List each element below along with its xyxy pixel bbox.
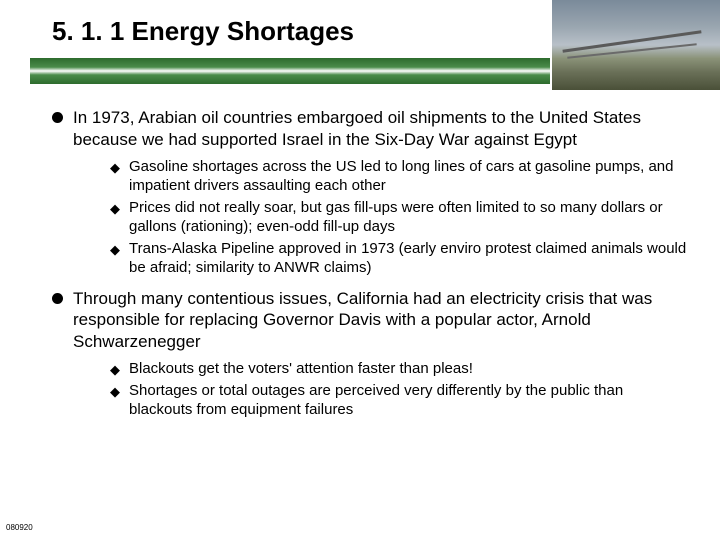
sub-bullet-item: ◆ Shortages or total outages are perceiv… [110, 381, 690, 419]
sub-bullet-text: Gasoline shortages across the US led to … [129, 157, 690, 195]
bullet-dot-icon [52, 293, 63, 304]
bullet-text: In 1973, Arabian oil countries embargoed… [73, 107, 690, 151]
sub-bullet-item: ◆ Trans-Alaska Pipeline approved in 1973… [110, 239, 690, 277]
sub-bullet-text: Trans-Alaska Pipeline approved in 1973 (… [129, 239, 690, 277]
sub-bullet-text: Blackouts get the voters' attention fast… [129, 359, 473, 378]
bullet-item: Through many contentious issues, Califor… [52, 288, 690, 353]
sub-bullet-text: Prices did not really soar, but gas fill… [129, 198, 690, 236]
slide-header: 5. 1. 1 Energy Shortages [0, 0, 720, 95]
diamond-icon: ◆ [110, 160, 120, 176]
sub-bullet-item: ◆ Blackouts get the voters' attention fa… [110, 359, 690, 378]
diamond-icon: ◆ [110, 362, 120, 378]
footer-code: 080920 [6, 523, 33, 532]
bullet-text: Through many contentious issues, Califor… [73, 288, 690, 353]
sub-bullet-list: ◆ Blackouts get the voters' attention fa… [110, 359, 690, 420]
slide-body: In 1973, Arabian oil countries embargoed… [0, 95, 720, 419]
header-photo-pipeline [552, 0, 720, 90]
diamond-icon: ◆ [110, 384, 120, 400]
diamond-icon: ◆ [110, 201, 120, 217]
slide-title: 5. 1. 1 Energy Shortages [52, 16, 354, 47]
diamond-icon: ◆ [110, 242, 120, 258]
sub-bullet-list: ◆ Gasoline shortages across the US led t… [110, 157, 690, 278]
bullet-item: In 1973, Arabian oil countries embargoed… [52, 107, 690, 151]
sub-bullet-item: ◆ Prices did not really soar, but gas fi… [110, 198, 690, 236]
sub-bullet-item: ◆ Gasoline shortages across the US led t… [110, 157, 690, 195]
title-underline-bar [30, 58, 550, 84]
sub-bullet-text: Shortages or total outages are perceived… [129, 381, 690, 419]
bullet-dot-icon [52, 112, 63, 123]
